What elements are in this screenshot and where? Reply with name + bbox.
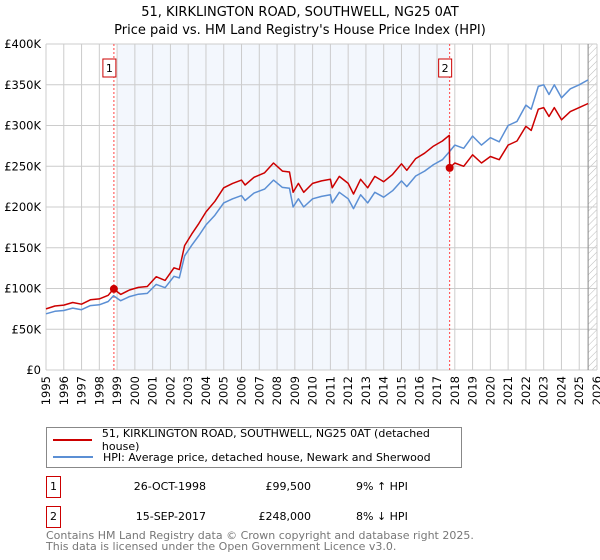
footer: Contains HM Land Registry data © Crown c… xyxy=(46,530,474,552)
y-tick-label: £0 xyxy=(26,363,41,377)
footer-licence: This data is licensed under the Open Gov… xyxy=(46,540,397,553)
sale-marker-label: 2 xyxy=(442,62,449,75)
y-tick-label: £100K xyxy=(4,282,41,296)
sale-marker-box xyxy=(102,58,117,78)
x-tick-label: 2018 xyxy=(448,376,462,405)
x-tick-label: 2005 xyxy=(217,376,231,405)
sale-marker-label: 1 xyxy=(106,62,113,75)
legend: 51, KIRKLINGTON ROAD, SOUTHWELL, NG25 0A… xyxy=(46,427,462,468)
x-tick-label: 2008 xyxy=(270,376,284,405)
x-tick-label: 1999 xyxy=(110,376,124,405)
x-tick-label: 2016 xyxy=(412,376,426,405)
sale-price: £248,000 xyxy=(258,510,312,523)
x-tick-label: 1996 xyxy=(57,376,71,405)
sale-number-badge: 1 xyxy=(46,476,61,498)
x-tick-label: 2023 xyxy=(537,376,551,405)
chart-subtitle: Price paid vs. HM Land Registry's House … xyxy=(114,23,486,38)
x-tick-label: 1997 xyxy=(75,376,89,405)
chart-title: 51, KIRKLINGTON ROAD, SOUTHWELL, NG25 0A… xyxy=(141,5,459,20)
x-tick-label: 2026 xyxy=(590,376,600,405)
x-tick-label: 2000 xyxy=(128,376,142,405)
legend-item-hpi: HPI: Average price, detached house, Newa… xyxy=(53,449,431,465)
y-tick-label: £250K xyxy=(4,159,41,173)
x-tick-label: 2011 xyxy=(323,376,337,405)
legend-label: 51, KIRKLINGTON ROAD, SOUTHWELL, NG25 0A… xyxy=(101,427,430,453)
x-tick-label: 2006 xyxy=(235,376,249,405)
series-line xyxy=(45,102,589,310)
x-tick-label: 1995 xyxy=(39,376,53,405)
x-tick-label: 2013 xyxy=(359,376,373,405)
x-tick-label: 2022 xyxy=(519,376,533,405)
sale-date: 15-SEP-2017 xyxy=(135,510,206,523)
series-line xyxy=(45,79,589,315)
x-tick-label: 2002 xyxy=(163,376,177,405)
y-tick-label: £150K xyxy=(4,241,41,255)
legend-item-property: 51, KIRKLINGTON ROAD, SOUTHWELL, NG25 0A… xyxy=(53,427,461,453)
x-tick-label: 2014 xyxy=(377,376,391,405)
legend-swatch-red xyxy=(53,439,92,441)
x-tick-label: 2015 xyxy=(394,376,408,405)
y-tick-label: £300K xyxy=(4,119,41,133)
y-tick-label: £200K xyxy=(4,200,41,214)
sale-price: £99,500 xyxy=(265,480,312,493)
x-tick-label: 2012 xyxy=(341,376,355,405)
sale-number-badge: 2 xyxy=(46,506,61,528)
sale-marker-box xyxy=(438,58,453,78)
y-tick-label: £350K xyxy=(4,78,41,92)
legend-swatch-blue xyxy=(53,456,93,458)
sale-hpi-diff: 9% ↑ HPI xyxy=(356,480,408,493)
x-tick-label: 2009 xyxy=(288,376,302,405)
sale-point xyxy=(445,163,454,172)
x-tick-label: 2007 xyxy=(252,376,266,405)
sale-date: 26-OCT-1998 xyxy=(133,480,206,493)
legend-label: HPI: Average price, detached house, Newa… xyxy=(103,450,431,464)
price-chart: 51, KIRKLINGTON ROAD, SOUTHWELL, NG25 0A… xyxy=(4,5,600,405)
x-tick-label: 2025 xyxy=(572,376,586,405)
y-tick-label: £50K xyxy=(12,322,42,336)
x-tick-label: 2001 xyxy=(146,376,160,405)
x-tick-label: 2003 xyxy=(181,376,195,405)
x-tick-label: 2020 xyxy=(483,376,497,405)
sale-point xyxy=(109,284,118,293)
x-tick-label: 1998 xyxy=(92,376,106,405)
x-tick-label: 2024 xyxy=(554,376,568,405)
y-tick-label: £400K xyxy=(4,37,41,51)
x-tick-label: 2021 xyxy=(501,376,515,405)
sale-hpi-diff: 8% ↓ HPI xyxy=(356,510,408,523)
x-tick-label: 2010 xyxy=(306,376,320,405)
x-tick-label: 2004 xyxy=(199,376,213,405)
x-tick-label: 2019 xyxy=(466,376,480,405)
footer-copyright: Contains HM Land Registry data © Crown c… xyxy=(46,529,474,542)
x-tick-label: 2017 xyxy=(430,376,444,405)
